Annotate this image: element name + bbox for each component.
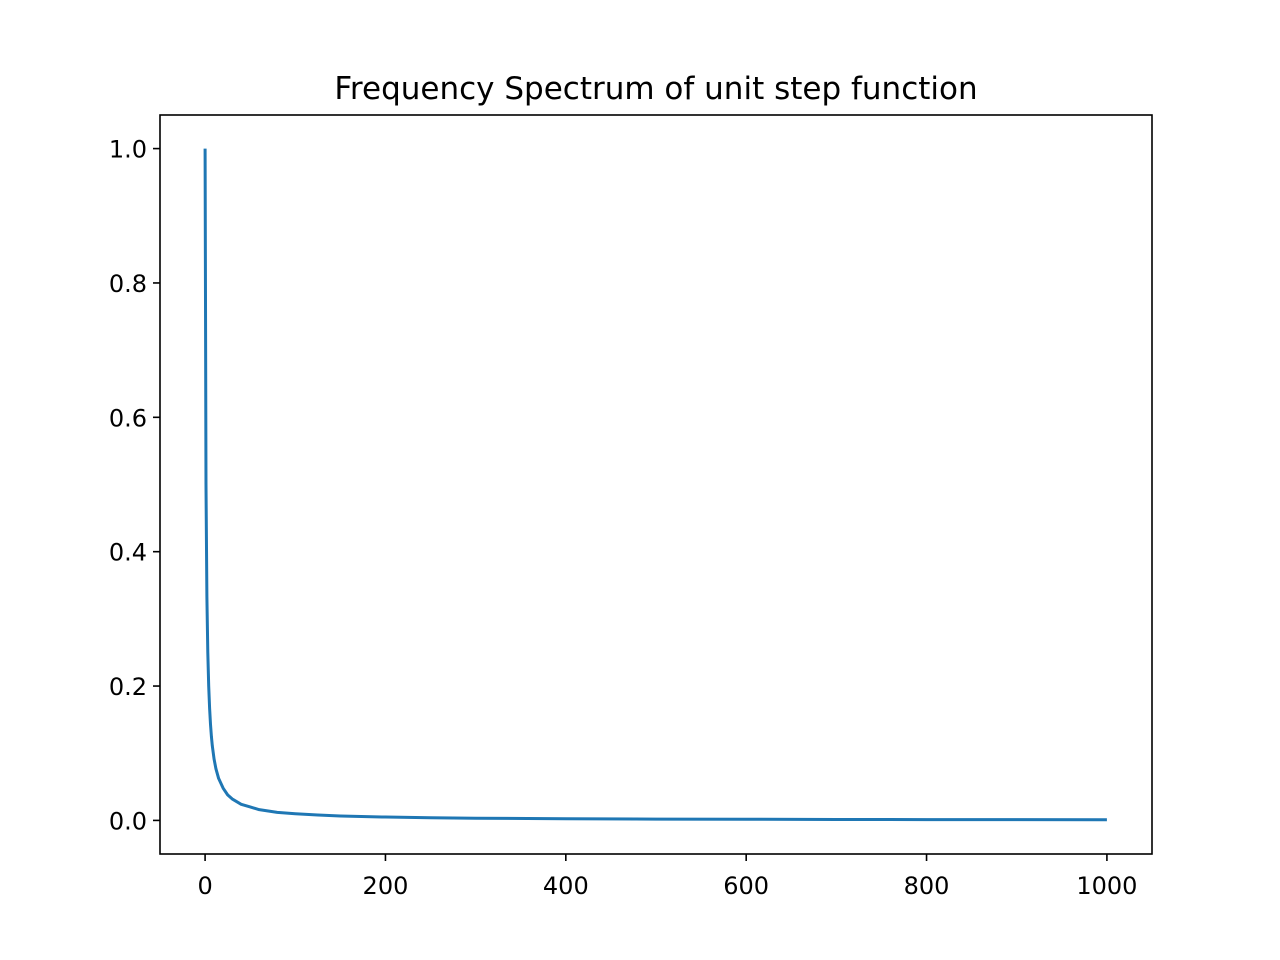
y-tick-label: 0.2 bbox=[109, 673, 147, 701]
series-layer bbox=[203, 148, 1107, 822]
x-tick-label: 0 bbox=[197, 872, 212, 900]
plot-area: 0 200 400 600 800 1000 0.0 0.2 0.4 0.6 0.8 1.0 bbox=[109, 114, 1153, 900]
x-tick-label: 200 bbox=[363, 872, 409, 900]
y-tick-label: 0.4 bbox=[109, 539, 147, 567]
y-tick-label: 0.6 bbox=[109, 404, 147, 432]
x-tick-label: 400 bbox=[543, 872, 589, 900]
y-tick-label: 0.0 bbox=[109, 807, 147, 835]
series-line-0 bbox=[203, 148, 1107, 822]
x-tick-label: 600 bbox=[723, 872, 769, 900]
x-tick-label: 800 bbox=[904, 872, 950, 900]
x-axis-ticks: 0 200 400 600 800 1000 bbox=[197, 854, 1137, 900]
axes-frame bbox=[159, 114, 1153, 855]
chart-title: Frequency Spectrum of unit step function bbox=[334, 71, 977, 107]
x-tick-label: 1000 bbox=[1076, 872, 1137, 900]
y-axis-ticks: 0.0 0.2 0.4 0.6 0.8 1.0 bbox=[109, 136, 160, 835]
y-tick-label: 0.8 bbox=[109, 270, 147, 298]
y-tick-label: 1.0 bbox=[109, 136, 147, 164]
